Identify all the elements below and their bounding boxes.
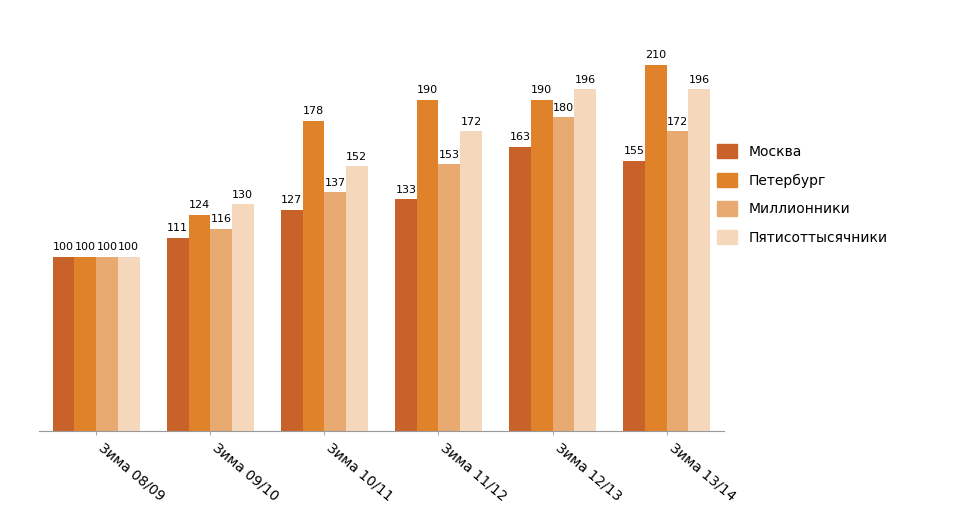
Text: 124: 124: [189, 200, 210, 210]
Bar: [552, 117, 573, 431]
Text: 196: 196: [688, 75, 709, 85]
Text: 155: 155: [623, 146, 644, 156]
Bar: [438, 164, 459, 431]
Text: 190: 190: [531, 85, 552, 95]
Text: 100: 100: [53, 242, 74, 252]
Text: 180: 180: [552, 103, 573, 113]
Text: 152: 152: [346, 151, 367, 161]
Bar: [302, 120, 324, 431]
Bar: [346, 166, 367, 431]
Bar: [324, 192, 346, 431]
Text: 116: 116: [210, 215, 232, 225]
Bar: [622, 161, 645, 431]
Bar: [531, 99, 552, 431]
Bar: [509, 147, 531, 431]
Bar: [573, 89, 595, 431]
Text: 190: 190: [416, 85, 438, 95]
Bar: [167, 238, 189, 431]
Bar: [210, 229, 232, 431]
Text: 100: 100: [97, 242, 117, 252]
Text: 163: 163: [509, 133, 530, 143]
Bar: [117, 257, 140, 431]
Text: 172: 172: [460, 117, 481, 127]
Bar: [189, 215, 210, 431]
Bar: [232, 205, 253, 431]
Bar: [96, 257, 117, 431]
Bar: [395, 199, 416, 431]
Text: 100: 100: [118, 242, 139, 252]
Text: 137: 137: [324, 178, 346, 188]
Bar: [280, 209, 302, 431]
Bar: [459, 131, 482, 431]
Text: 210: 210: [645, 50, 665, 60]
Legend: Москва, Петербург, Миллионники, Пятисоттысячники: Москва, Петербург, Миллионники, Пятисотт…: [710, 138, 892, 250]
Text: 153: 153: [439, 150, 459, 160]
Text: 111: 111: [167, 223, 188, 233]
Text: 100: 100: [75, 242, 96, 252]
Text: 133: 133: [395, 185, 416, 195]
Bar: [74, 257, 96, 431]
Text: 196: 196: [573, 75, 595, 85]
Text: 130: 130: [233, 190, 253, 200]
Text: 127: 127: [281, 195, 302, 205]
Bar: [53, 257, 74, 431]
Bar: [645, 65, 666, 431]
Bar: [666, 131, 688, 431]
Bar: [416, 99, 438, 431]
Text: 172: 172: [666, 117, 688, 127]
Text: 178: 178: [303, 106, 323, 116]
Bar: [688, 89, 709, 431]
